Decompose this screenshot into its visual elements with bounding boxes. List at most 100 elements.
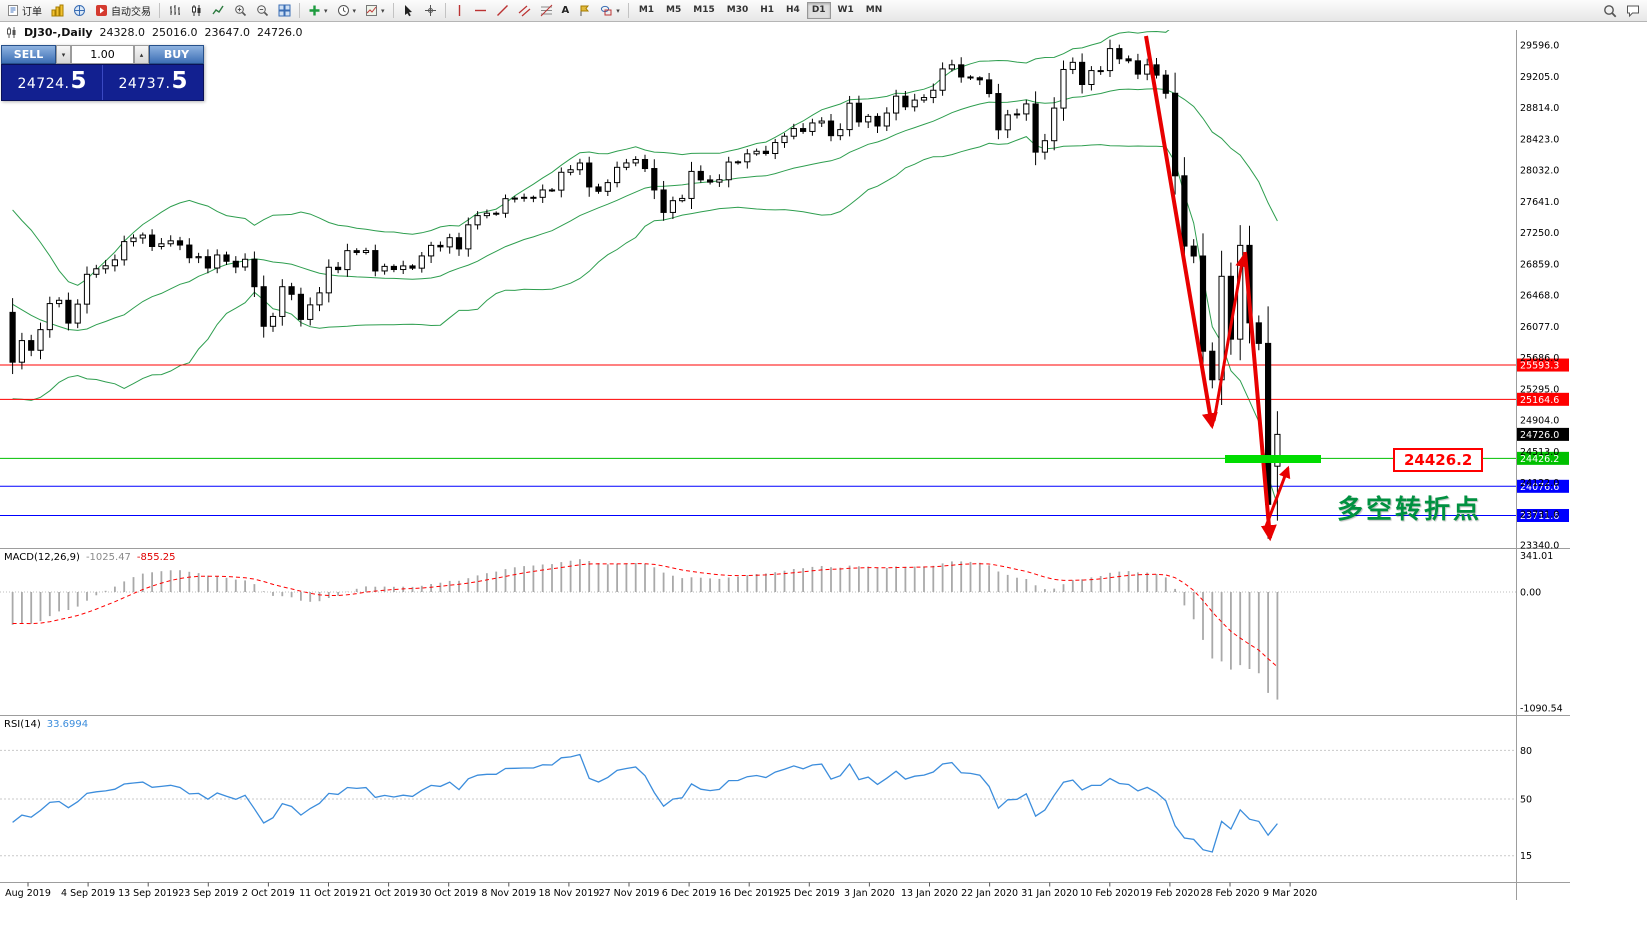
buy-price[interactable]: 24737. 5 [102,65,203,100]
price-tick-label: 27641.0 [1520,197,1559,208]
candlestick-button[interactable] [186,1,207,21]
templates-icon [365,4,378,17]
trade-panel-prices: 24724. 5 24737. 5 [1,64,204,101]
price-tick-label: 28423.0 [1520,134,1559,145]
timeframe-button-m30[interactable]: M30 [726,5,749,15]
candle-series [9,39,1281,539]
text-tool-label: A [561,5,570,16]
trend-arrow[interactable] [1243,251,1277,542]
cursor-icon [402,4,415,17]
chart-symbol-period: DJ30-,Daily [24,26,93,39]
price-tick-label: 27250.0 [1520,228,1559,239]
templates-button[interactable]: ▾ [361,1,389,21]
rsi-name: RSI(14) [4,719,41,730]
time-axis-label: 31 Jan 2020 [1021,888,1078,899]
channel-tool-button[interactable] [514,1,535,21]
time-axis-label: 9 Mar 2020 [1263,888,1317,899]
time-axis-label: 10 Feb 2020 [1080,888,1139,899]
text-tool-button[interactable]: A [558,1,574,21]
hline-price-label: 25164.6 [1520,395,1559,406]
tile-windows-button[interactable] [274,1,295,21]
new-order-icon [7,4,19,17]
price-tick-label: 28032.0 [1520,166,1559,177]
timeframe-button-w1[interactable]: W1 [837,5,854,15]
buy-price-pips: 5 [171,68,188,94]
bb-middle [12,88,1278,331]
macd-signal-line [12,563,1278,668]
hline-price-label-box [1517,392,1569,406]
trend-arrow[interactable] [1144,35,1218,430]
one-click-trading-panel: SELL ▾ 1.00 ▴ BUY 24724. 5 24737. 5 [1,45,204,101]
ohlc-high: 25016.0 [152,26,198,39]
toolbar-separator [392,3,394,18]
periods-button[interactable]: ▾ [333,1,361,21]
timeframe-button-m5[interactable]: M5 [666,5,682,15]
time-axis-label: 23 Sep 2019 [178,888,238,899]
timeframe-button-h4[interactable]: H4 [786,5,800,15]
new-order-label: 订单 [22,7,42,18]
chart-canvas[interactable]: 25593.3 25164.6 24426.2 24076.6 23711.6 29596… [0,22,1647,942]
price-tick-label: 24513.0 [1520,447,1559,458]
price-tick-label: 24122.0 [1520,478,1559,489]
hline-tool-button[interactable] [470,1,491,21]
autotrade-label: 自动交易 [111,7,151,18]
bb-lower [12,136,1278,505]
line-chart-icon [212,4,225,17]
volume-decrease-button[interactable]: ▾ [56,45,71,64]
sell-price[interactable]: 24724. 5 [2,65,102,100]
timeframe-button-h1[interactable]: H1 [760,5,775,15]
timeframe-button-m15[interactable]: M15 [693,5,715,15]
toolbar-separator [159,3,160,18]
trendline-tool-button[interactable] [492,1,513,21]
hline-price-label-box [1517,451,1569,465]
bb-upper [12,30,1170,286]
search-button[interactable] [1599,1,1621,21]
volume-input[interactable]: 1.00 [71,45,134,64]
time-axis-label: 13 Jan 2020 [901,888,958,899]
new-chart-button[interactable] [47,1,68,21]
time-axis-label: 25 Dec 2019 [779,888,840,899]
sell-button[interactable]: SELL [1,45,56,64]
chat-button[interactable] [1622,1,1644,21]
new-order-button[interactable]: 订单 [3,1,46,21]
rsi-axis-label: 15 [1520,851,1532,862]
clock-icon [337,4,350,17]
market-watch-button[interactable] [69,1,90,21]
volume-increase-button[interactable]: ▴ [134,45,149,64]
macd-main-value: -1025.47 [85,552,131,563]
bar-chart-button[interactable] [164,1,185,21]
trend-arrow[interactable] [1263,465,1291,530]
zoom-in-button[interactable] [230,1,251,21]
price-tick-label: 24904.0 [1520,416,1559,427]
rsi-value: 33.6994 [46,719,89,730]
cursor-tool-button[interactable] [398,1,419,21]
rsi-indicator-label: RSI(14) 33.6994 [4,719,88,730]
fibonacci-icon [540,4,553,17]
price-callout-box[interactable]: 24426.2 [1393,448,1484,472]
support-highlight-bar[interactable] [1225,455,1321,463]
crosshair-tool-button[interactable] [420,1,441,21]
channel-icon [518,4,531,17]
hline-price-label: 24076.6 [1520,482,1559,493]
turning-point-note[interactable]: 多空转折点 [1337,495,1483,525]
timeframe-button-m1[interactable]: M1 [638,5,655,15]
vline-tool-button[interactable] [450,1,469,21]
ohlc-open: 24328.0 [99,26,146,39]
price-tick-label: 23731.0 [1520,509,1559,520]
time-axis-label: 13 Sep 2019 [118,888,178,899]
buy-button[interactable]: BUY [149,45,204,64]
trend-arrow[interactable] [1212,254,1248,422]
autotrade-button[interactable]: 自动交易 [91,1,155,21]
timeframe-button-d1[interactable]: D1 [806,2,831,19]
label-tool-button[interactable] [574,1,595,21]
ohlc-close: 24726.0 [257,26,303,39]
time-axis-label: 4 Sep 2019 [61,888,115,899]
zoom-out-button[interactable] [252,1,273,21]
timeframe-button-mn[interactable]: MN [865,5,883,15]
fibonacci-tool-button[interactable] [536,1,557,21]
line-chart-button[interactable] [208,1,229,21]
time-axis-label: 22 Jan 2020 [961,888,1018,899]
indicators-button[interactable]: ▾ [304,1,332,21]
time-axis-label: 3 Jan 2020 [844,888,895,899]
shapes-tool-button[interactable]: ▾ [596,1,624,21]
